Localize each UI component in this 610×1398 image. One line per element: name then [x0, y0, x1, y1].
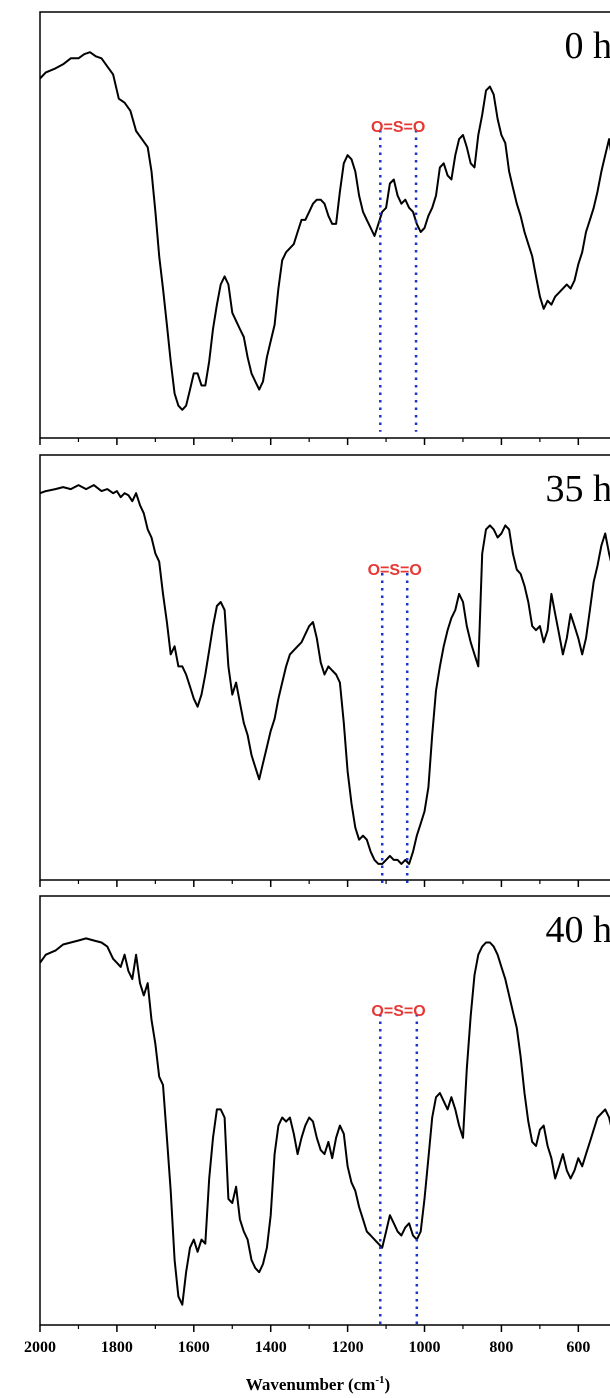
x-tick-label: 1000 — [409, 1339, 441, 1356]
x-tick-label: 1400 — [255, 1339, 287, 1356]
x-axis-label: Wavenumber (cm-1) — [246, 1374, 390, 1394]
panels-layer: O=S=O 0 h O=S=O 35 h O=S=O 40 h — [39, 11, 610, 1332]
spectrum-panel: O=S=O 40 h — [39, 895, 610, 1332]
time-tag: 40 h — [546, 909, 610, 951]
x-tick-label: 600 — [566, 1339, 590, 1356]
band-annotation: O=S=O — [371, 1003, 425, 1020]
time-tag: 35 h — [546, 468, 610, 510]
spectrum-panel: O=S=O 0 h — [39, 11, 610, 445]
x-tick-label: 800 — [489, 1339, 513, 1356]
panel-frame — [39, 454, 610, 881]
x-axis-label-main: Wavenumber (cm — [246, 1375, 376, 1394]
x-axis-label-superscript: -1 — [375, 1374, 384, 1386]
x-tick-label: 1800 — [101, 1339, 133, 1356]
spectrum-panel: O=S=O 35 h — [39, 454, 610, 887]
x-tick-label: 1600 — [178, 1339, 210, 1356]
spectrum-line — [40, 51, 610, 411]
x-tick-label: 2000 — [24, 1339, 56, 1356]
x-tick-label: 1200 — [332, 1339, 364, 1356]
band-annotation: O=S=O — [371, 119, 425, 136]
spectrum-line — [40, 937, 610, 1306]
x-axis-label-close: ) — [385, 1375, 391, 1394]
panel-frame — [39, 895, 610, 1326]
spectrum-line — [40, 484, 610, 865]
time-tag: 0 h — [565, 25, 610, 67]
panel-frame — [39, 11, 610, 439]
band-annotation: O=S=O — [368, 562, 422, 579]
x-axis: 2000 1800 1600 1400 1200 1000 800 600 — [24, 1339, 590, 1356]
